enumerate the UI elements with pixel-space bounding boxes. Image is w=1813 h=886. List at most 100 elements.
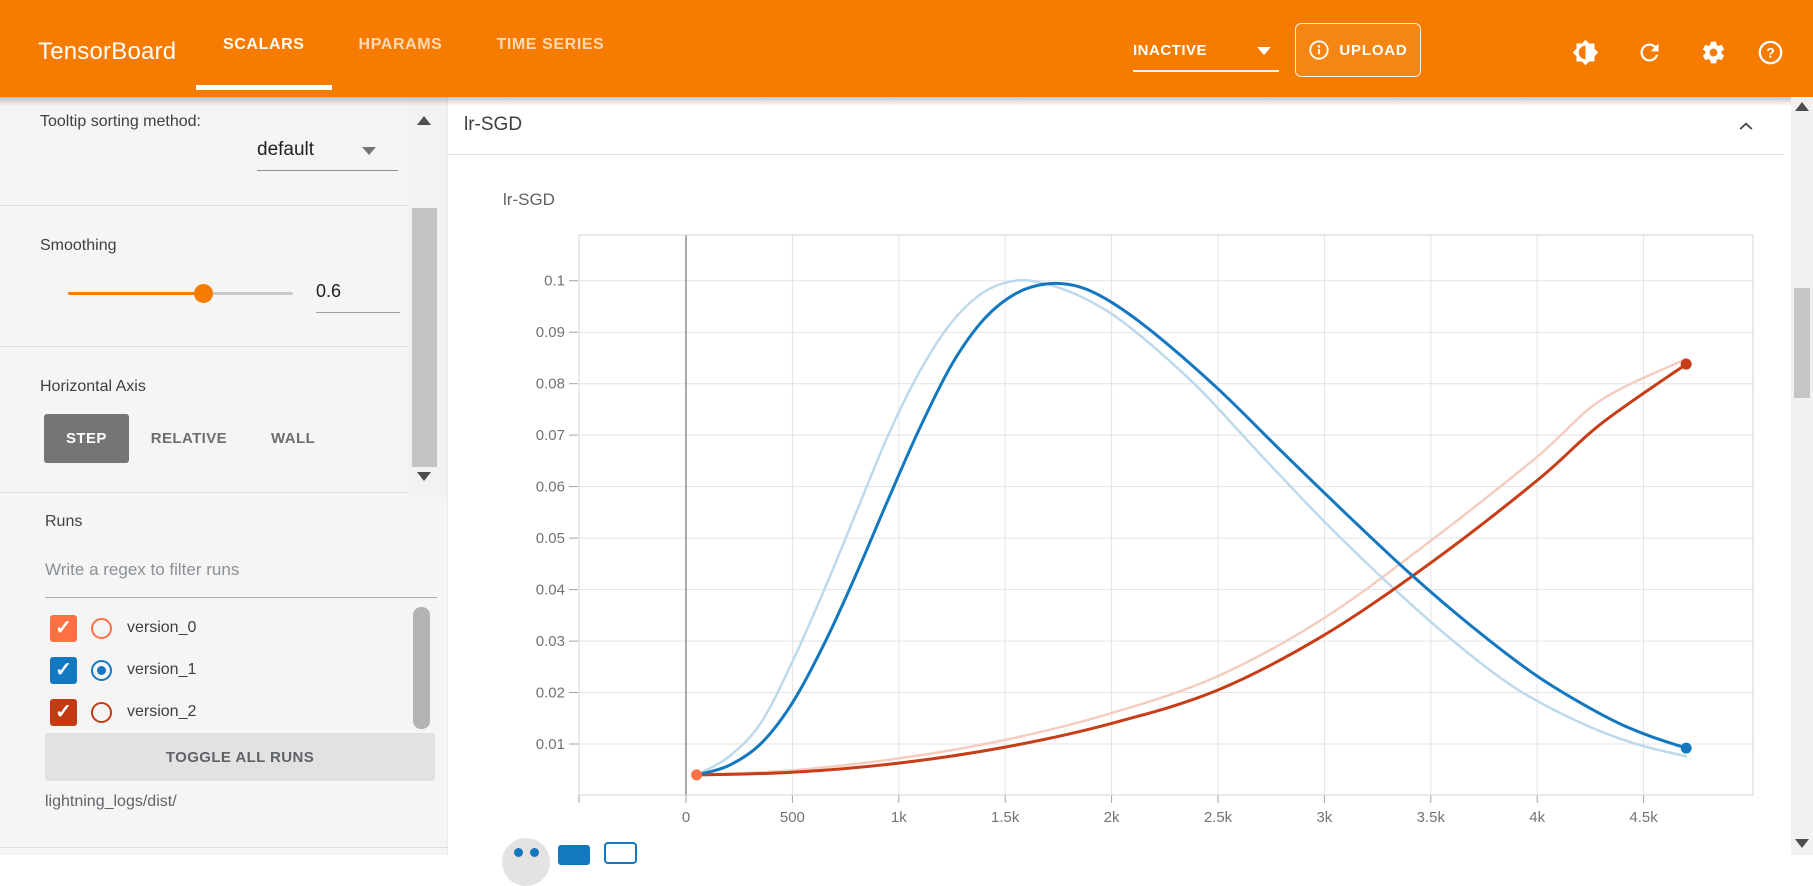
x-tick-label: 4.5k — [1629, 809, 1658, 826]
chevron-down-icon[interactable] — [362, 147, 376, 155]
fab-dot-icon — [530, 848, 539, 857]
run-row-version_0: ✓ version_0 — [0, 607, 440, 649]
upload-button-label: UPLOAD — [1339, 41, 1408, 59]
section-divider — [0, 346, 408, 347]
series-version_2-smoothed-endpoint[interactable] — [1680, 358, 1692, 370]
series-version_1-smoothed-line[interactable] — [695, 281, 1688, 777]
run-row-version_1: ✓ version_1 — [0, 649, 440, 691]
smoothing-value-input[interactable]: 0.6 — [316, 281, 342, 301]
section-divider — [0, 205, 408, 206]
expand-card-icon[interactable] — [604, 842, 637, 864]
experiment-status-dropdown[interactable]: INACTIVE — [1133, 0, 1279, 97]
smoothing-value-underline — [316, 312, 400, 313]
scroll-up-arrow[interactable] — [417, 116, 431, 125]
refresh-icon[interactable] — [1629, 32, 1669, 72]
runs-filter-underline — [45, 597, 437, 598]
settings-scrollbar-thumb[interactable] — [412, 208, 437, 467]
x-tick-label: 2k — [1104, 809, 1120, 826]
header-shadow — [0, 97, 1813, 106]
y-tick-label: 0.02 — [536, 685, 565, 702]
series-version_1-raw-line[interactable] — [695, 278, 1688, 777]
tag-group-header[interactable]: lr-SGD — [448, 97, 1784, 155]
run-radio-version_1[interactable] — [91, 659, 112, 681]
toggle-all-runs-button[interactable]: TOGGLE ALL RUNS — [45, 733, 435, 781]
smoothing-label: Smoothing — [40, 237, 117, 254]
help-icon[interactable]: ? — [1750, 32, 1790, 72]
dropdown-underline — [1133, 70, 1279, 72]
series-version_1-smoothed-endpoint[interactable] — [1680, 742, 1692, 754]
smoothing-slider-thumb[interactable] — [193, 284, 213, 303]
run-label[interactable]: version_0 — [127, 619, 197, 636]
y-tick-label: 0.09 — [536, 324, 565, 341]
scalars-dashboard: lr-SGD lr-SGD 0.1 0.09 0.08 0.07 0.06 0.05 0.0… — [447, 97, 1784, 886]
info-icon — [1308, 39, 1330, 61]
runs-label: Runs — [45, 513, 83, 530]
upload-button[interactable]: UPLOAD — [1295, 23, 1421, 77]
run-selector-fab[interactable] — [502, 838, 550, 886]
section-divider — [0, 492, 408, 493]
scroll-down-arrow[interactable] — [417, 472, 431, 481]
y-tick-label: 0.07 — [536, 427, 565, 444]
run-radio-version_0[interactable] — [91, 617, 112, 639]
smoothing-slider[interactable] — [68, 284, 293, 303]
tooltip-sorting-label: Tooltip sorting method: — [40, 113, 201, 130]
scroll-down-arrow[interactable] — [1795, 839, 1809, 848]
runs-list: ✓ version_0 ✓ version_1 ✓ version_2 — [0, 607, 440, 733]
tab-scalars[interactable]: SCALARS — [196, 0, 332, 90]
x-tick-label: 3.5k — [1417, 809, 1446, 826]
x-tick-label: 3k — [1316, 809, 1332, 826]
axis-option-step[interactable]: STEP — [44, 414, 129, 463]
run-row-version_2: ✓ version_2 — [0, 691, 440, 733]
run-checkbox-version_0[interactable]: ✓ — [50, 614, 77, 642]
smoothing-slider-fill — [68, 292, 203, 295]
x-tick-label: 500 — [780, 809, 805, 826]
svg-text:?: ? — [1766, 44, 1775, 60]
tab-hparams[interactable]: HPARAMS — [358, 36, 443, 53]
main-tabs: SCALARS HPARAMS TIME SERIES — [196, 0, 631, 90]
run-checkbox-version_2[interactable]: ✓ — [50, 698, 77, 726]
runs-scrollbar-thumb[interactable] — [413, 607, 430, 729]
horizontal-axis-label: Horizontal Axis — [40, 378, 146, 395]
log-directory-path: lightning_logs/dist/ — [45, 793, 177, 810]
y-tick-label: 0.05 — [536, 530, 565, 547]
runs-filter-input[interactable] — [45, 555, 420, 585]
pin-card-icon[interactable] — [558, 845, 590, 865]
run-label[interactable]: version_1 — [127, 661, 197, 678]
sidebar-bottom-divider — [0, 847, 447, 848]
x-tick-label: 0 — [682, 809, 690, 826]
select-underline — [257, 170, 398, 171]
chart-title: lr-SGD — [503, 190, 555, 209]
page-scrollbar-thumb[interactable] — [1794, 288, 1810, 398]
fab-dot-icon — [514, 848, 523, 857]
tooltip-sorting-select[interactable]: default — [257, 139, 315, 160]
series-version_2-raw-line[interactable] — [695, 357, 1688, 777]
run-radio-version_2[interactable] — [91, 701, 112, 723]
app-title: TensorBoard — [38, 38, 177, 65]
x-tick-label: 1.5k — [991, 809, 1020, 826]
y-tick-label: 0.08 — [536, 376, 565, 393]
run-label[interactable]: version_2 — [127, 703, 197, 720]
scroll-up-arrow[interactable] — [1795, 102, 1809, 111]
settings-sidebar: Tooltip sorting method: default Smoothin… — [0, 97, 447, 855]
page-scrollbar[interactable] — [1791, 97, 1813, 855]
horizontal-axis-options: STEP RELATIVE WALL — [44, 414, 337, 463]
tag-group-title: lr-SGD — [464, 114, 523, 135]
tab-time-series[interactable]: TIME SERIES — [496, 36, 605, 53]
run-checkbox-version_1[interactable]: ✓ — [50, 656, 77, 684]
x-tick-label: 4k — [1529, 809, 1545, 826]
experiment-status-value: INACTIVE — [1133, 42, 1208, 59]
settings-icon[interactable] — [1693, 32, 1733, 72]
plot-border — [578, 234, 1754, 796]
y-tick-label: 0.04 — [536, 582, 565, 599]
x-tick-label: 1k — [891, 809, 907, 826]
scalar-chart[interactable]: 0.1 0.09 0.08 0.07 0.06 0.05 0.04 0.03 0.02 0.01 0… — [448, 160, 1784, 855]
series-version_0-endpoint[interactable] — [691, 769, 703, 781]
y-tick-label: 0.01 — [536, 736, 565, 753]
y-tick-label: 0.03 — [536, 633, 565, 650]
brightness-icon[interactable] — [1565, 32, 1605, 72]
axis-option-relative[interactable]: RELATIVE — [150, 430, 228, 447]
x-tick-label: 2.5k — [1204, 809, 1233, 826]
collapse-chevron-icon[interactable] — [1732, 113, 1760, 141]
axis-option-wall[interactable]: WALL — [271, 430, 316, 447]
series-version_2-smoothed-line[interactable] — [695, 362, 1688, 777]
